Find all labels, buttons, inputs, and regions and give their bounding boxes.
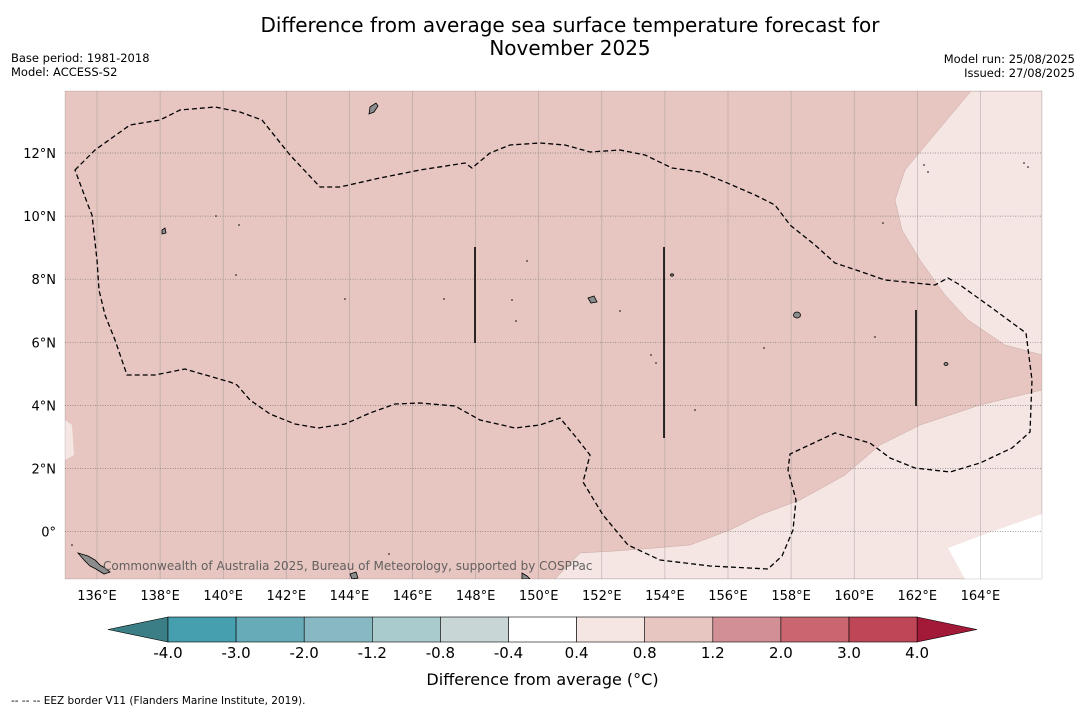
lon-tick-label: 140°E [203, 589, 243, 604]
colorbar-bin [235, 616, 305, 643]
colorbar-label: Difference from average (°C) [426, 670, 659, 689]
islands [76, 102, 949, 579]
lon-tick-label: 164°E [961, 589, 1001, 604]
colorbar-tick-label: -2.0 [290, 644, 319, 662]
colorbar-bin [371, 616, 441, 643]
lat-tick-label: 6°N [32, 336, 57, 351]
colorbar-tick-label: -0.8 [426, 644, 455, 662]
island [161, 227, 167, 235]
colorbar-bin [440, 616, 509, 643]
lon-tick-label: 160°E [834, 589, 874, 604]
colorbar-extend-low [107, 616, 169, 643]
attribution-text: Commonwealth of Australia 2025, Bureau o… [103, 559, 593, 573]
lon-tick-label: 138°E [140, 589, 180, 604]
anomaly-region-neutral [948, 514, 1042, 579]
colorbar-tick-label: 4.0 [905, 644, 929, 662]
lon-tick-label: 156°E [708, 589, 748, 604]
colorbar-bin [167, 616, 237, 643]
lat-tick-label: 8°N [32, 273, 57, 288]
colorbar: -4.0 -3.0 -2.0 -1.2 -0.8 -0.4 0.4 0.8 1.2 2.0 3.0 4… [107, 616, 978, 662]
island [587, 295, 598, 304]
title-line-2: November 2025 [489, 36, 651, 60]
colorbar-tick-label: -4.0 [153, 644, 182, 662]
eez-footnote: -- -- -- EEZ border V11 (Flanders Marine… [11, 695, 306, 707]
lon-tick-label: 154°E [645, 589, 685, 604]
colorbar-bin [780, 616, 850, 643]
island [368, 102, 379, 115]
lon-tick-label: 162°E [898, 589, 938, 604]
lon-tick-label: 142°E [267, 589, 307, 604]
colorbar-extend-high [916, 616, 978, 643]
colorbar-tick-label: 1.2 [701, 644, 725, 662]
lat-tick-label: 4°N [32, 399, 57, 414]
island [670, 273, 674, 277]
lat-tick-label: 2°N [32, 463, 57, 478]
colorbar-bin [712, 616, 782, 643]
colorbar-tick-label: -0.4 [494, 644, 523, 662]
island [793, 311, 801, 319]
islets [71, 162, 1029, 555]
island [76, 552, 111, 575]
island [521, 572, 531, 579]
lat-tick-label: 10°N [23, 210, 56, 225]
colorbar-tick-label: 3.0 [837, 644, 861, 662]
model-info: Base period: 1981-2018 Model: ACCESS-S2 [11, 51, 150, 79]
anomaly-region-light-ne [894, 91, 1042, 356]
lon-tick-label: 158°E [771, 589, 811, 604]
issued-date: Issued: 27/08/2025 [964, 66, 1075, 80]
page-title: Difference from average sea surface temp… [170, 14, 970, 60]
colorbar-tick-label: -3.0 [221, 644, 250, 662]
colorbar-bin [508, 616, 577, 643]
colorbar-tick-label: 0.8 [633, 644, 657, 662]
lon-tick-label: 152°E [582, 589, 622, 604]
island [349, 571, 359, 579]
lon-tick-label: 148°E [456, 589, 496, 604]
colorbar-bin [303, 616, 373, 643]
colorbar-tick-label: 0.4 [565, 644, 589, 662]
run-info: Model run: 25/08/2025 Issued: 27/08/2025 [944, 52, 1075, 80]
lat-tick-label: 0° [41, 526, 56, 541]
base-period: Base period: 1981-2018 [11, 51, 150, 65]
lat-tick-label: 12°N [23, 147, 56, 162]
colorbar-bin [576, 616, 645, 643]
colorbar-tick-label: -1.2 [358, 644, 387, 662]
colorbar-bin [848, 616, 918, 643]
colorbar-tick-label: 2.0 [769, 644, 793, 662]
title-line-1: Difference from average sea surface temp… [260, 13, 880, 37]
anomaly-region-light-w [65, 420, 74, 460]
eez-border [74, 106, 1033, 570]
model-name: Model: ACCESS-S2 [11, 65, 118, 79]
lon-tick-label: 144°E [330, 589, 370, 604]
map-frame [64, 90, 1043, 580]
lon-tick-label: 136°E [77, 589, 117, 604]
lon-tick-label: 146°E [393, 589, 433, 604]
island [943, 362, 949, 366]
lon-tick-label: 150°E [519, 589, 559, 604]
model-run-date: Model run: 25/08/2025 [943, 52, 1075, 66]
colorbar-bin [644, 616, 714, 643]
